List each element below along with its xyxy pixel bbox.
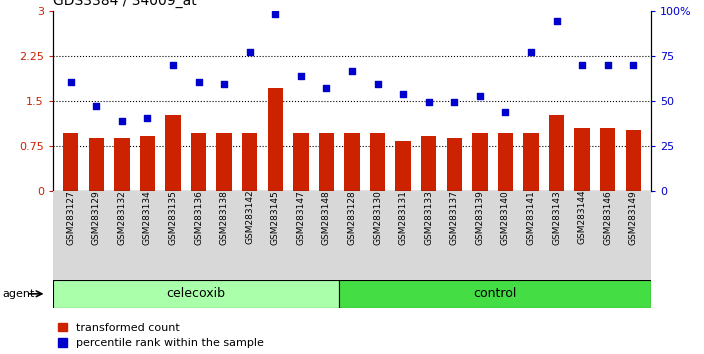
Bar	[339, 280, 651, 308]
Point	[423, 99, 434, 105]
Point	[398, 91, 409, 97]
Bar	[549, 115, 564, 191]
Bar	[268, 88, 283, 191]
Point	[168, 62, 179, 68]
Point	[346, 68, 358, 74]
Bar	[370, 133, 385, 191]
Point	[244, 49, 256, 55]
Point	[193, 79, 204, 85]
Point	[91, 103, 102, 109]
Bar	[498, 133, 513, 191]
Bar	[421, 136, 436, 191]
Bar	[114, 138, 130, 191]
Text: celecoxib: celecoxib	[166, 287, 225, 300]
Point	[577, 62, 588, 68]
Point	[628, 62, 639, 68]
Point	[295, 73, 306, 79]
Text: control: control	[473, 287, 517, 300]
Point	[65, 79, 76, 85]
Point	[218, 81, 230, 87]
Point	[270, 11, 281, 17]
Bar	[293, 133, 308, 191]
Bar	[472, 133, 488, 191]
Bar	[523, 133, 539, 191]
Point	[500, 109, 511, 115]
Bar	[446, 138, 462, 191]
Point	[142, 115, 153, 121]
Point	[321, 85, 332, 91]
Bar	[63, 133, 78, 191]
Point	[474, 93, 486, 99]
Point	[116, 118, 127, 124]
Point	[372, 81, 383, 87]
Text: agent: agent	[3, 289, 35, 299]
Bar	[344, 133, 360, 191]
Point	[448, 99, 460, 105]
Bar	[191, 133, 206, 191]
Bar	[216, 133, 232, 191]
Bar	[140, 136, 155, 191]
Bar	[53, 280, 339, 308]
Bar	[165, 115, 181, 191]
Point	[602, 62, 613, 68]
Bar	[396, 141, 411, 191]
Point	[525, 49, 536, 55]
Legend: transformed count, percentile rank within the sample: transformed count, percentile rank withi…	[58, 322, 264, 348]
Text: GDS3384 / 34009_at: GDS3384 / 34009_at	[53, 0, 196, 8]
Bar	[242, 133, 258, 191]
Bar	[89, 138, 104, 191]
Bar	[574, 128, 590, 191]
Bar	[319, 133, 334, 191]
Point	[551, 19, 562, 24]
Bar	[600, 128, 615, 191]
Bar	[626, 130, 641, 191]
